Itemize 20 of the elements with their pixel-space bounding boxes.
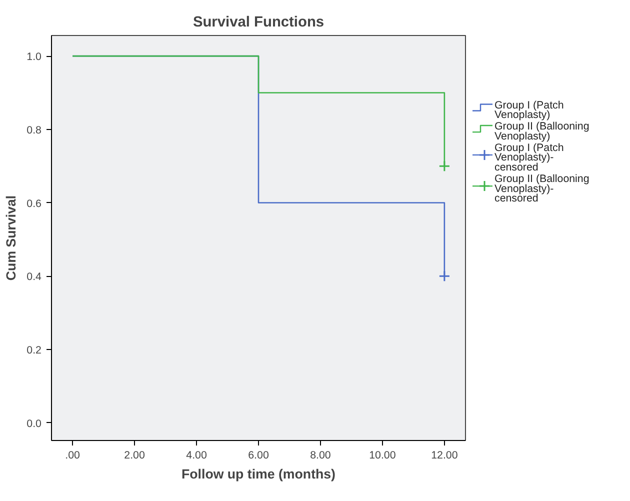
y-axis-title: Cum Survival: [4, 195, 19, 281]
y-tick-label: 0.6: [26, 198, 42, 210]
y-tick-label: 1.0: [26, 51, 42, 64]
x-tick-label: 4.00: [186, 450, 207, 462]
legend-label: Group I (Patch Venoplasty): [494, 99, 564, 122]
x-tick-label: 8.00: [310, 450, 331, 462]
x-tick-label: 10.00: [369, 450, 396, 462]
x-tick-label: 6.00: [248, 450, 269, 462]
x-tick-label: .00: [65, 450, 80, 462]
x-tick-label: 12.00: [431, 450, 458, 462]
y-tick-label: 0.0: [26, 418, 42, 430]
y-tick-label: 0.8: [26, 124, 42, 136]
x-axis-title: Follow up time (months): [182, 466, 336, 482]
x-tick-label: 2.00: [124, 450, 145, 462]
chart-title: Survival Functions: [192, 14, 324, 30]
y-tick-label: 0.2: [26, 344, 42, 357]
legend-label: Group II (Ballooning Venoplasty)-censored: [494, 172, 590, 205]
legend-label: Group I (Patch Venoplasty)-censored: [494, 142, 564, 174]
legend-label: Group II (Ballooning Venoplasty): [494, 120, 590, 142]
y-tick-label: 0.4: [26, 271, 42, 284]
